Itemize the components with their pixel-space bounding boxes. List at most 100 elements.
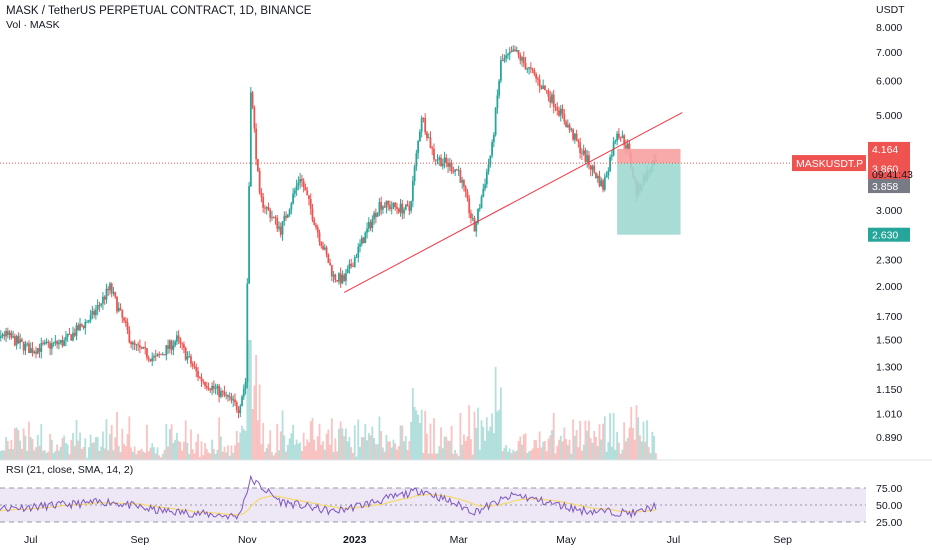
volume-bar [551, 430, 553, 460]
candle-body [75, 325, 78, 336]
candle-body [255, 128, 258, 160]
candle-body [383, 206, 386, 208]
volume-bar [65, 442, 67, 460]
volume-bar [630, 406, 633, 460]
volume-bar [91, 442, 94, 460]
volume-bar [19, 440, 22, 460]
symbol-tag: MASKUSDT.P [792, 155, 866, 172]
volume-bar [68, 454, 71, 460]
current-price-tag-bg [868, 155, 910, 183]
volume-bar [161, 453, 164, 460]
volume-bar [454, 450, 457, 460]
volume-bar [640, 441, 643, 460]
candle-body [28, 343, 30, 354]
volume-bar [466, 436, 469, 460]
volume-bar [653, 435, 656, 460]
volume-bar [447, 440, 449, 460]
candle-body [223, 391, 226, 396]
candle-body [190, 356, 192, 364]
volume-bar [559, 435, 562, 460]
candle-body [12, 336, 15, 338]
candle-body [84, 322, 87, 328]
volume-bar [545, 451, 548, 460]
volume-bar [73, 445, 76, 460]
volume-label: Vol · MASK [6, 19, 60, 31]
candle-body [373, 212, 376, 220]
trendline [343, 112, 683, 293]
volume-bar [311, 418, 314, 460]
x-tick-label: May [556, 534, 577, 546]
volume-bar [528, 451, 530, 460]
volume-bar [633, 439, 636, 460]
candle-body [19, 339, 22, 344]
volume-bar [244, 430, 247, 460]
candle-body [123, 317, 125, 321]
candle-body [33, 351, 36, 353]
volume-bar [566, 444, 569, 460]
candle-body [336, 280, 339, 282]
candle-body [448, 163, 451, 167]
volume-bar [47, 451, 50, 460]
candle-body [249, 92, 252, 187]
candle-body [623, 135, 626, 146]
volume-bar [563, 427, 566, 460]
candle-body [343, 274, 346, 281]
candle-body [306, 190, 309, 196]
candle-body [404, 204, 407, 210]
volume-bar [304, 446, 307, 460]
volume-bar [168, 429, 171, 460]
volume-bar [410, 421, 412, 460]
volume-bar [408, 441, 411, 460]
volume-bar [457, 456, 460, 460]
volume-bar [598, 424, 601, 460]
volume-bar [220, 436, 222, 460]
volume-bar [535, 440, 538, 460]
candle-body [346, 268, 349, 274]
volume-bar [623, 422, 626, 460]
candle-body [438, 157, 441, 160]
volume-bar [126, 434, 129, 460]
candle-body [31, 348, 34, 353]
volume-bar [142, 451, 145, 460]
candle-body [214, 388, 217, 390]
candle-body [293, 190, 296, 194]
volume-bar [42, 450, 44, 460]
volume-bar [426, 433, 428, 460]
candle-body [341, 274, 344, 284]
volume-bar [232, 452, 235, 460]
volume-bar [536, 447, 539, 460]
target-price-tag: 2.630 [868, 227, 910, 242]
y-tick-label: 5.000 [876, 110, 902, 122]
volume-bar [529, 450, 532, 460]
candle-body [369, 221, 372, 228]
volume-bar [5, 436, 7, 460]
volume-bar [239, 432, 242, 460]
candle-body [501, 60, 504, 62]
volume-bar [352, 452, 354, 460]
volume-bar [531, 448, 534, 460]
volume-bar [501, 451, 504, 460]
volume-bar [526, 453, 529, 460]
volume-bar [218, 417, 221, 460]
volume-bar [628, 427, 631, 460]
volume-bar [15, 427, 18, 460]
candle-body [600, 180, 603, 187]
candle-body [514, 49, 516, 52]
candle-body [156, 354, 159, 357]
candle-body [524, 63, 527, 70]
volume-bar [35, 447, 37, 460]
volume-bar [625, 441, 627, 460]
candle-body [251, 92, 254, 108]
candle-body [440, 157, 442, 167]
volume-bar [124, 446, 127, 460]
candle-body [411, 181, 414, 202]
candle-body [63, 340, 66, 346]
volume-bar [492, 433, 495, 460]
candle-body [628, 143, 631, 153]
candle-body [396, 206, 398, 209]
volume-bar [570, 453, 573, 460]
volume-bars [0, 340, 657, 460]
candle-body [459, 170, 462, 183]
y-tick-label: 2.000 [876, 281, 902, 293]
